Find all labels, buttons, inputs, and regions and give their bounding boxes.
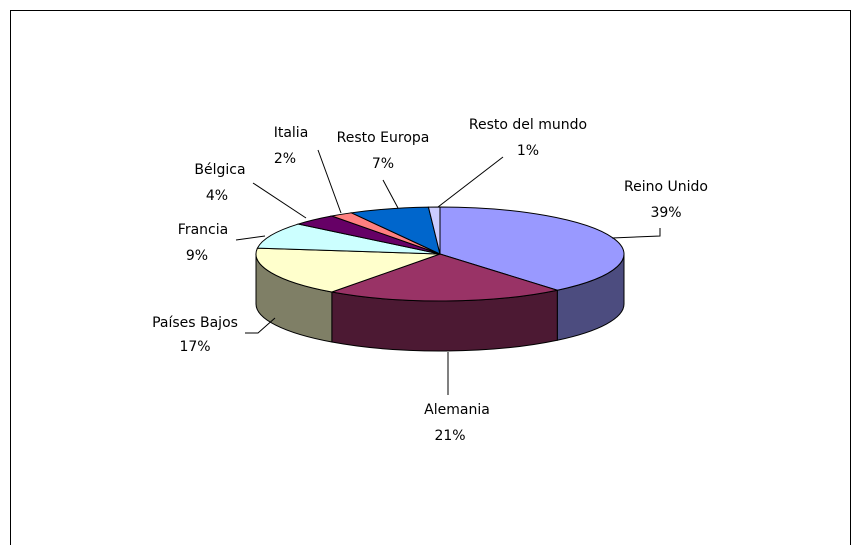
slice-value-label: 2%: [274, 151, 296, 167]
leader-line: [245, 317, 276, 334]
leader-line: [382, 179, 399, 209]
leader-line: [317, 149, 342, 214]
slice-label: Resto del mundo: [469, 117, 587, 133]
slice-value-label: 21%: [434, 428, 465, 444]
leader-line: [252, 182, 307, 219]
slice-value-label: 39%: [650, 205, 681, 221]
slice: [329, 253, 560, 302]
slice-value-label: 17%: [179, 339, 210, 355]
pie-labels: Reino Unido 39% Alemania 21% Países Bajos 17%…: [152, 117, 708, 444]
slice: [255, 247, 441, 293]
pie-sides: [255, 253, 625, 352]
leader-line: [437, 156, 504, 208]
pie-tops: [255, 206, 625, 302]
slice-label: Alemania: [424, 402, 490, 418]
slice-label: Reino Unido: [624, 179, 708, 195]
slice-value-label: 1%: [517, 143, 539, 159]
slice-label: Países Bajos: [152, 315, 238, 331]
slice: [427, 206, 441, 255]
slice-label: Resto Europa: [337, 130, 430, 146]
slice-label: Francia: [178, 222, 228, 238]
slice-value-label: 9%: [186, 248, 208, 264]
leader-line: [611, 228, 661, 239]
slice-value-label: 7%: [372, 156, 394, 172]
slice: [256, 223, 441, 255]
leader-line: [235, 235, 266, 241]
slice-value-label: 4%: [206, 188, 228, 204]
slice-label: Italia: [274, 125, 309, 141]
slice-label: Bélgica: [194, 162, 245, 178]
